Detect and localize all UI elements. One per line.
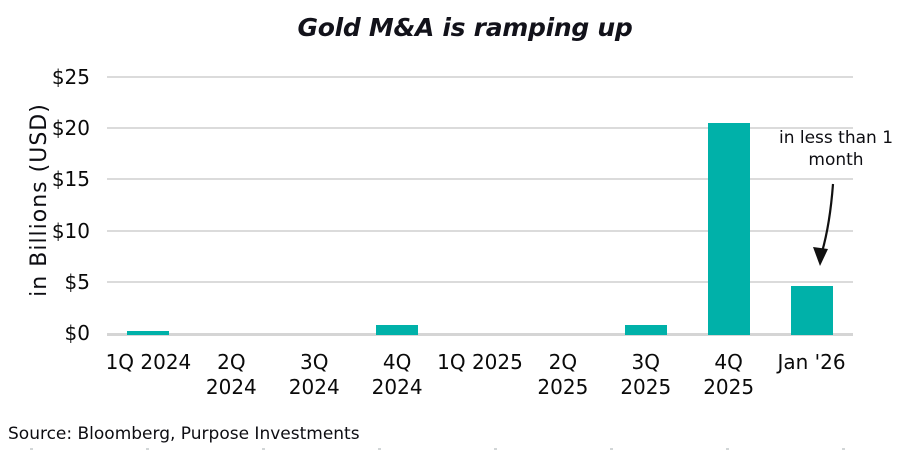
cropped-row-dot — [494, 448, 497, 450]
cropped-row-dot — [726, 448, 729, 450]
bar-1q-2024 — [127, 330, 170, 336]
gridline — [107, 127, 853, 130]
x-axis-line — [107, 332, 853, 336]
source-note: Source: Bloomberg, Purpose Investments — [8, 424, 360, 444]
x-tick-label: 4Q 2024 — [371, 350, 423, 399]
x-tick-label: Jan '26 — [777, 350, 846, 374]
x-tick-label: 1Q 2024 — [105, 350, 192, 374]
cropped-row-dot — [378, 448, 381, 450]
bar-4q-2025 — [707, 123, 750, 336]
chart-title: Gold M&A is ramping up — [297, 13, 633, 42]
gridline — [107, 178, 853, 181]
x-tick-label: 2Q 2025 — [537, 350, 589, 399]
cropped-row-dot — [610, 448, 613, 450]
y-tick-label: $0 — [64, 321, 90, 345]
x-tick-label: 2Q 2024 — [205, 350, 257, 399]
y-tick-label: $5 — [64, 269, 90, 294]
y-tick-label: $20 — [51, 116, 90, 141]
x-tick-label: 3Q 2025 — [620, 350, 672, 399]
bar-4q-2024 — [376, 324, 419, 336]
bar-3q-2025 — [624, 324, 667, 336]
bar-jan-26 — [790, 285, 833, 336]
cropped-row-dot — [30, 448, 33, 450]
y-tick-label: $15 — [51, 167, 90, 192]
x-tick-label: 4Q 2025 — [703, 350, 755, 399]
cropped-row-dot — [842, 448, 845, 450]
y-tick-label: $25 — [51, 65, 90, 89]
x-tick-label: 3Q 2024 — [288, 350, 340, 399]
gridline — [107, 280, 853, 283]
cropped-row-dot — [146, 448, 149, 450]
gridline — [107, 229, 853, 232]
y-tick-label: $10 — [51, 218, 90, 243]
x-tick-label: 1Q 2025 — [437, 350, 523, 374]
gridline — [107, 76, 853, 78]
cropped-row-dot — [262, 448, 265, 450]
annotation-label: in less than 1 month — [778, 128, 894, 170]
